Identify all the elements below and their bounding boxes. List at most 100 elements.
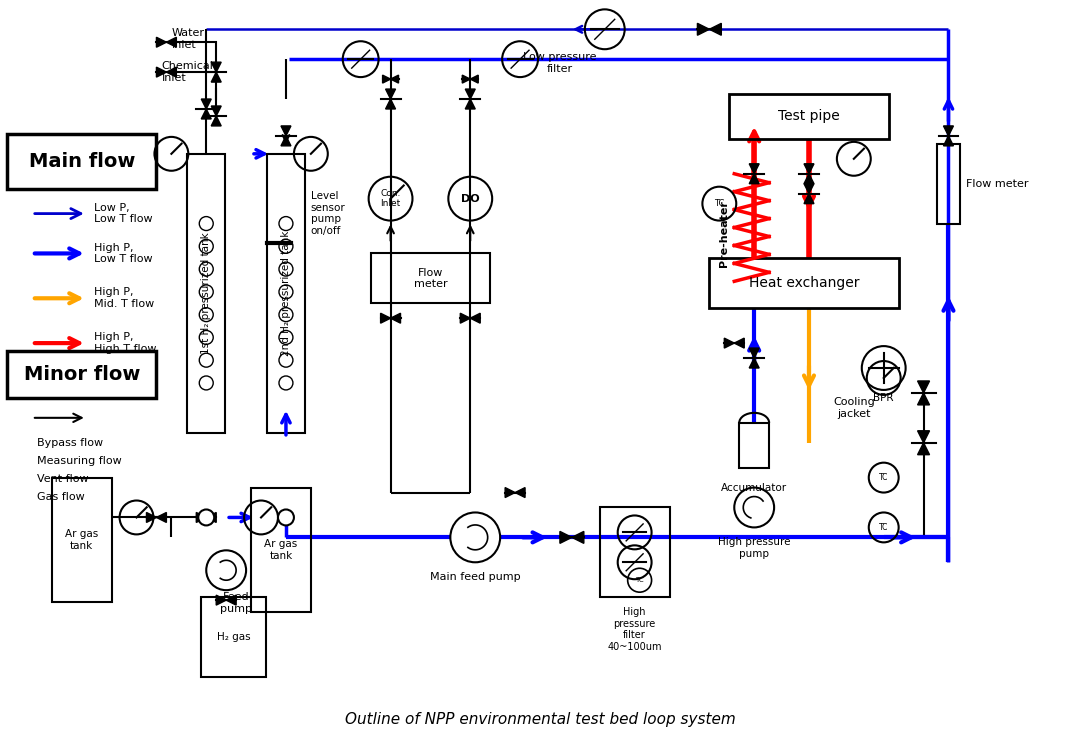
Text: Main feed pump: Main feed pump <box>429 572 520 583</box>
Text: TC: TC <box>714 199 724 208</box>
Text: TC: TC <box>879 523 888 532</box>
Polygon shape <box>156 513 166 522</box>
Bar <box>6 351 156 398</box>
Text: Ar gas
tank: Ar gas tank <box>65 529 98 551</box>
Polygon shape <box>917 381 929 393</box>
Polygon shape <box>917 443 929 455</box>
Polygon shape <box>461 314 470 323</box>
Text: High
pressure
filter
40~100um: High pressure filter 40~100um <box>607 607 661 652</box>
Text: Outline of NPP environmental test bed loop system: Outline of NPP environmental test bed lo… <box>344 713 736 727</box>
Text: Con.
Inlet: Con. Inlet <box>381 189 400 208</box>
Bar <box>370 253 490 303</box>
Polygon shape <box>804 174 814 184</box>
Bar <box>251 487 311 612</box>
Polygon shape <box>697 23 709 35</box>
Bar <box>202 597 267 677</box>
Polygon shape <box>211 72 221 82</box>
Text: Bypass flow: Bypass flow <box>37 438 103 448</box>
Text: Gas flow: Gas flow <box>37 492 84 502</box>
Circle shape <box>450 513 501 562</box>
Polygon shape <box>206 513 216 522</box>
Text: Ar gas
tank: Ar gas tank <box>264 539 298 561</box>
Bar <box>188 154 226 432</box>
Text: High P,
High T flow: High P, High T flow <box>94 332 156 354</box>
Circle shape <box>206 551 246 590</box>
Polygon shape <box>470 75 478 83</box>
Text: Accumulator: Accumulator <box>721 483 788 493</box>
Polygon shape <box>227 595 236 605</box>
Polygon shape <box>943 126 954 136</box>
Bar <box>709 259 899 308</box>
Text: Vent flow: Vent flow <box>37 473 88 484</box>
Text: BPR: BPR <box>874 393 894 403</box>
Text: Main flow: Main flow <box>28 152 135 171</box>
Polygon shape <box>917 393 929 405</box>
Bar <box>937 144 960 224</box>
Polygon shape <box>391 75 398 83</box>
Text: High pressure
pump: High pressure pump <box>718 537 791 559</box>
Polygon shape <box>735 338 745 348</box>
Polygon shape <box>211 116 221 126</box>
Polygon shape <box>281 136 291 146</box>
Polygon shape <box>505 487 515 498</box>
Polygon shape <box>211 106 221 116</box>
Polygon shape <box>724 338 735 348</box>
Bar <box>52 478 111 602</box>
Circle shape <box>199 510 215 525</box>
Text: Measuring flow: Measuring flow <box>37 455 122 466</box>
Polygon shape <box>391 314 400 323</box>
Polygon shape <box>385 99 396 109</box>
Polygon shape <box>560 531 572 543</box>
Polygon shape <box>211 62 221 72</box>
Text: H₂ gas: H₂ gas <box>217 632 250 642</box>
Bar <box>729 94 889 139</box>
Text: Low pressure
filter: Low pressure filter <box>523 52 597 74</box>
Polygon shape <box>943 136 954 146</box>
Polygon shape <box>465 99 475 109</box>
Text: Flow
meter: Flow meter <box>413 267 447 289</box>
Text: High P,
Mid. T flow: High P, Mid. T flow <box>94 288 154 309</box>
Polygon shape <box>166 37 176 48</box>
Text: Water
Inlet: Water Inlet <box>172 28 204 50</box>
Polygon shape <box>281 126 291 136</box>
Text: Flow meter: Flow meter <box>967 179 1029 189</box>
Polygon shape <box>572 531 584 543</box>
Polygon shape <box>202 109 211 119</box>
Polygon shape <box>709 23 722 35</box>
Polygon shape <box>383 75 391 83</box>
Bar <box>267 154 305 432</box>
Text: Feed
pump: Feed pump <box>220 592 252 614</box>
Polygon shape <box>804 163 814 174</box>
Polygon shape <box>156 37 166 48</box>
Circle shape <box>278 510 293 525</box>
Text: TC: TC <box>636 577 644 583</box>
Polygon shape <box>515 487 525 498</box>
Polygon shape <box>216 595 227 605</box>
Polygon shape <box>462 75 470 83</box>
Text: 1st H₂ pressurized tank: 1st H₂ pressurized tank <box>202 233 211 354</box>
Polygon shape <box>156 67 166 77</box>
Polygon shape <box>804 184 814 194</box>
Text: Minor flow: Minor flow <box>24 365 140 384</box>
Polygon shape <box>196 513 206 522</box>
Polygon shape <box>147 513 156 522</box>
Text: Cooling
jacket: Cooling jacket <box>833 397 875 418</box>
Text: Pre-heater: Pre-heater <box>720 200 729 267</box>
Polygon shape <box>749 358 760 368</box>
Polygon shape <box>804 194 814 204</box>
Bar <box>739 423 769 467</box>
Text: Heat exchanger: Heat exchanger <box>749 276 859 291</box>
Text: 2nd H₂ pressurized tank: 2nd H₂ pressurized tank <box>281 230 291 356</box>
Text: DO: DO <box>461 194 479 204</box>
Bar <box>600 507 669 597</box>
Text: Level
sensor
pump
on/off: Level sensor pump on/off <box>311 191 345 236</box>
Polygon shape <box>166 67 176 77</box>
Polygon shape <box>749 163 760 174</box>
Polygon shape <box>470 314 480 323</box>
Bar <box>6 134 156 189</box>
Polygon shape <box>749 174 760 184</box>
Text: TC: TC <box>879 473 888 482</box>
Polygon shape <box>381 314 391 323</box>
Polygon shape <box>202 99 211 109</box>
Text: Chemical
Inlet: Chemical Inlet <box>162 62 214 83</box>
